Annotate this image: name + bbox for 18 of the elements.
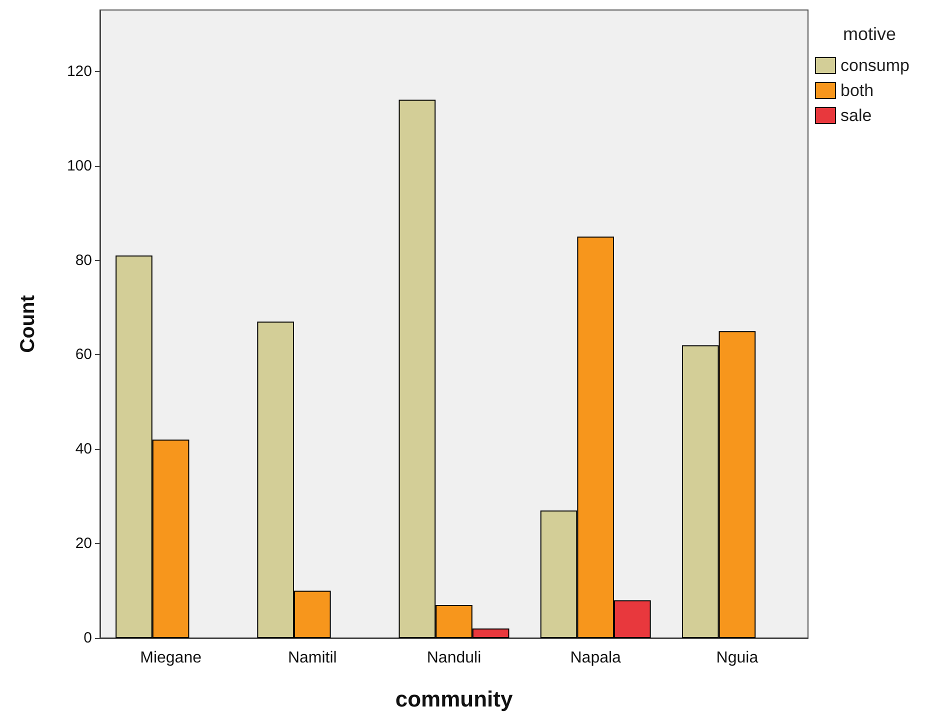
legend-label: sale (840, 106, 872, 125)
x-tick-label: Namitil (288, 650, 337, 666)
x-tick-label: Nanduli (426, 650, 482, 666)
x-axis-title: community (395, 686, 514, 712)
y-tick-label: 120 (66, 62, 92, 80)
x-tick-label: Miegane (140, 650, 202, 666)
y-tick-label: 60 (75, 346, 92, 364)
x-tick-label: Nguia (716, 650, 758, 666)
y-tick-label: 100 (66, 157, 92, 174)
legend-label: both (840, 81, 874, 100)
y-tick-label: 80 (75, 252, 92, 269)
legend-title: motive (843, 24, 896, 44)
y-tick-label: 40 (75, 440, 92, 458)
y-tick-label: 20 (75, 535, 92, 552)
y-tick-label: 0 (84, 630, 92, 646)
y-axis-title: Count (17, 294, 39, 353)
x-tick-label: Napala (570, 650, 622, 666)
legend-label: consump (840, 56, 910, 75)
